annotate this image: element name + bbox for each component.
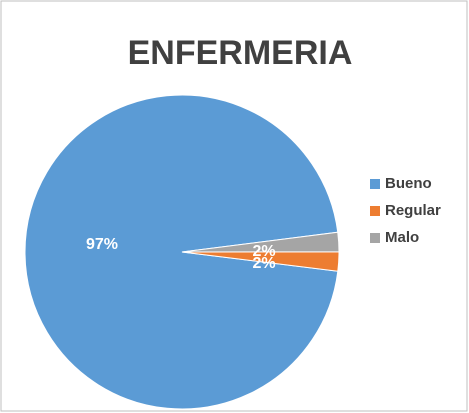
data-label: 2% <box>252 243 275 260</box>
legend-swatch <box>370 179 380 189</box>
legend-swatch <box>370 233 380 243</box>
legend-label: Bueno <box>385 175 432 192</box>
data-label: 97% <box>86 236 118 253</box>
data-label: 2% <box>252 255 275 272</box>
pie-slice <box>24 94 339 410</box>
legend-label: Regular <box>385 202 441 219</box>
chart-title: ENFERMERIA <box>128 34 353 72</box>
pie-slice <box>181 231 340 253</box>
legend-swatch <box>370 206 380 216</box>
legend-label: Malo <box>385 229 419 246</box>
